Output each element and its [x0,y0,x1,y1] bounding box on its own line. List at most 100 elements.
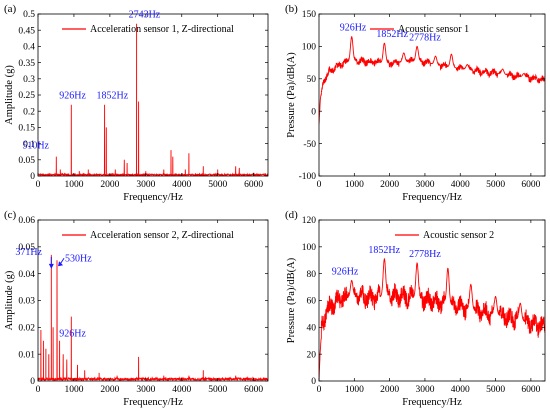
x-tick-label: 2000 [100,180,119,190]
y-tick-label: 0.5 [23,10,35,20]
legend-label: Acceleration sensor 1, Z-directional [90,24,234,35]
y-tick-label: 100 [302,43,317,53]
y-tick-label: -100 [299,172,317,182]
y-tick-label: 0.05 [18,243,35,253]
x-tick-label: 0 [317,180,322,190]
peak-annotation: 926Hz [59,329,86,340]
y-tick-label: 100 [302,243,317,253]
x-tick-label: 4000 [451,385,470,395]
panel-label: (c) [4,209,17,221]
y-tick-label: 50 [307,75,317,85]
y-tick-label: 0.1 [23,140,35,150]
peak-annotation: 926Hz [332,266,359,277]
chart-panel-a: (a) 0 1000 2000 3000 4000 5000 6000 0 0.05 0.1 0.15… [4,3,269,203]
legend-label: Acceleration sensor 2, Z-directional [90,230,234,241]
x-tick-label: 1000 [64,180,83,190]
y-tick-label: 0.06 [18,216,35,226]
x-tick-label: 5000 [486,180,505,190]
y-axis-label: Pressure (Pa)/dB(A) [286,257,297,343]
axes-frame [318,13,546,177]
x-tick-label: 4000 [172,385,191,395]
y-tick-label: 0.01 [18,350,35,360]
y-tick-label: 0.35 [18,59,35,69]
y-tick-label: 60 [307,297,317,307]
x-tick-label: 3000 [136,180,155,190]
y-tick-label: 0.02 [18,324,35,334]
y-tick-label: 0 [311,377,316,387]
x-tick-label: 3000 [415,180,434,190]
annotation-arrowhead [58,261,64,267]
series-line [319,257,545,381]
y-tick-label: 0.03 [18,297,35,307]
legend-label: Acoustic sensor 2 [423,230,494,241]
x-tick-label: 6000 [521,385,540,395]
peak-annotation: 530Hz [65,253,92,264]
x-axis-label: Frequency/Hz [123,192,183,203]
x-tick-label: 5000 [486,385,505,395]
x-tick-label: 5000 [208,180,227,190]
x-tick-label: 2000 [100,385,119,395]
axes-frame [37,219,269,382]
y-tick-label: 0.3 [23,75,35,85]
panel-label: (b) [285,3,298,15]
x-tick-label: 6000 [244,385,263,395]
y-tick-label: 150 [302,10,317,20]
y-tick-label: 0 [311,107,316,117]
x-tick-label: 1000 [345,180,364,190]
x-tick-label: 3000 [415,385,434,395]
peak-annotation: 2778Hz [409,32,441,43]
y-axis-label: Amplitude (g) [4,270,15,330]
y-tick-label: 0.45 [18,26,35,36]
y-tick-label: 0 [30,172,35,182]
x-tick-label: 4000 [451,180,470,190]
series-line [319,35,545,125]
x-tick-label: 4000 [172,180,191,190]
y-tick-label: 0 [30,377,35,387]
x-tick-label: 0 [317,385,322,395]
y-tick-label: 80 [307,270,317,280]
x-axis-label: Frequency/Hz [402,397,462,408]
y-tick-label: 0.25 [18,91,35,101]
peak-annotation: 1852Hz [368,245,400,256]
peak-annotation: 926Hz [340,23,367,34]
y-tick-label: -50 [303,140,316,150]
x-tick-label: 2000 [380,180,399,190]
y-tick-label: 120 [302,216,317,226]
x-tick-label: 0 [36,385,41,395]
x-tick-label: 6000 [244,180,263,190]
chart-panel-d: (d) 0 1000 2000 3000 4000 5000 6000 0 20 40 60 80 100… [285,209,546,408]
x-tick-label: 0 [36,180,41,190]
series-line [38,23,268,176]
x-tick-label: 6000 [521,180,540,190]
y-axis-label: Pressure (Pa)/dB(A) [286,52,297,138]
y-tick-label: 0.04 [18,270,35,280]
peak-annotation: 926Hz [59,91,86,102]
y-tick-label: 0.15 [18,124,35,134]
y-tick-label: 0.4 [23,43,35,53]
y-axis-label: Amplitude (g) [4,65,15,125]
x-axis-label: Frequency/Hz [123,397,183,408]
peak-annotation: 510Hz [22,141,49,152]
x-tick-label: 1000 [345,385,364,395]
peak-annotation: 371Hz [15,247,42,258]
panel-label: (a) [4,3,17,15]
y-tick-label: 0.05 [18,156,35,166]
peak-annotation: 2743Hz [129,10,161,21]
peak-annotation: 1852Hz [97,91,129,102]
peak-annotation: 2778Hz [409,249,441,260]
y-tick-label: 0.2 [23,107,35,117]
annotation-arrowhead [48,263,54,269]
x-tick-label: 3000 [136,385,155,395]
x-tick-label: 1000 [64,385,83,395]
y-tick-label: 40 [307,324,317,334]
chart-panel-b: (b) 0 1000 2000 3000 4000 5000 6000 -100 -50 0 50 10… [285,3,546,203]
chart-panel-c: (c) 0 1000 2000 3000 4000 5000 6000 0 0.01 0.02 0.0… [4,209,269,408]
series-line [38,254,268,381]
peak-annotation: 1852Hz [376,29,408,40]
y-tick-label: 20 [307,350,317,360]
panel-label: (d) [285,209,298,221]
legend-label: Acoustic sensor 1 [398,24,469,35]
x-tick-label: 2000 [380,385,399,395]
x-axis-label: Frequency/Hz [402,192,462,203]
